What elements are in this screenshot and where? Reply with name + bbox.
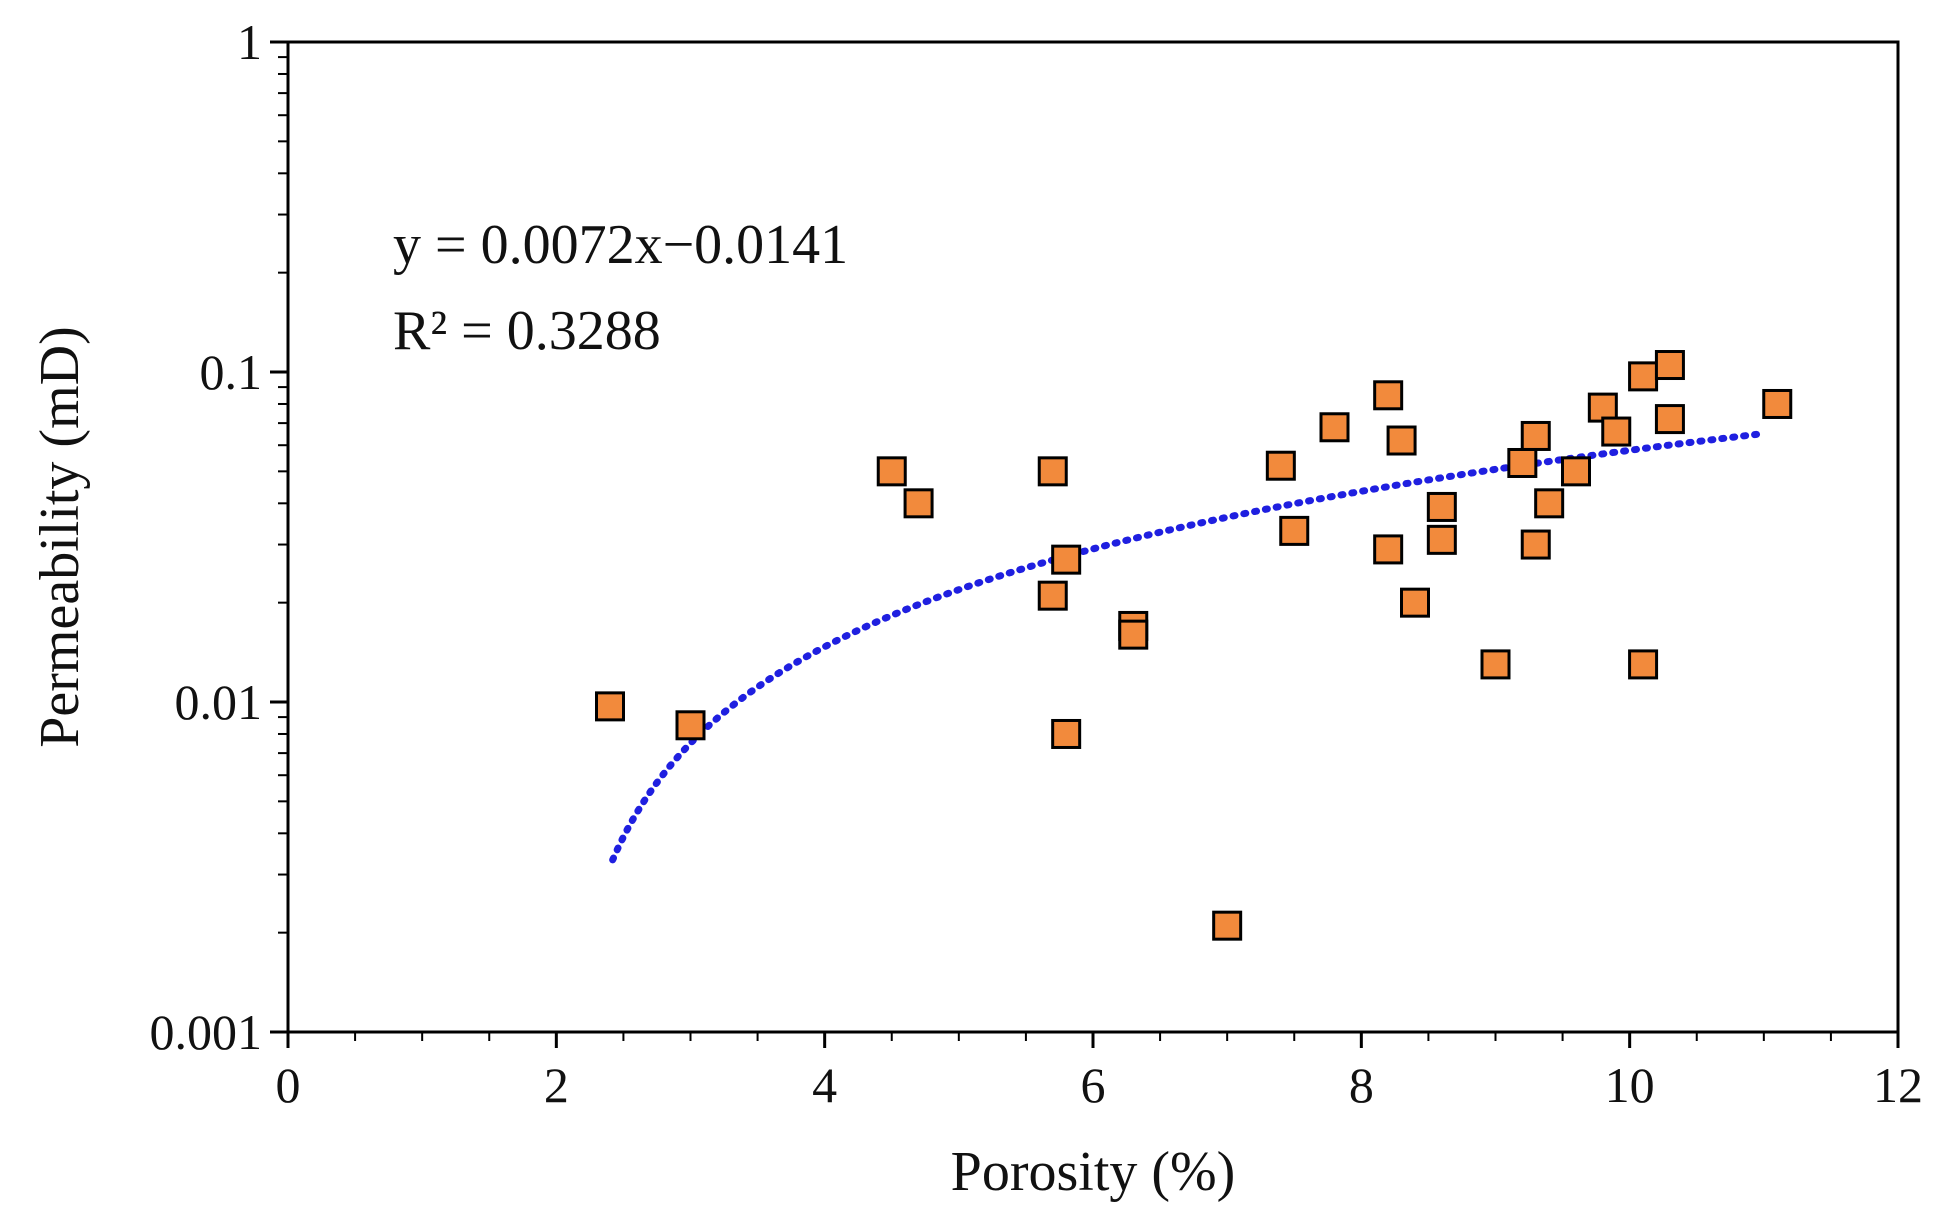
y-tick-label: 1 (237, 14, 262, 70)
data-point (1037, 580, 1068, 611)
trendline-equation: y = 0.0072x−0.0141 (393, 214, 848, 276)
data-point (1534, 488, 1565, 519)
y-tick-label: 0.01 (175, 674, 263, 730)
x-tick-label: 8 (1349, 1057, 1374, 1113)
r-squared-label: R² = 0.3288 (393, 300, 661, 362)
data-point (1212, 910, 1243, 941)
y-tick-labels: 0.001 0.01 0.1 1 (150, 14, 263, 1060)
data-point (1386, 425, 1417, 456)
data-point (675, 710, 706, 741)
x-axis-label: Porosity (%) (951, 1141, 1236, 1203)
data-point (1654, 404, 1685, 435)
data-point (1373, 380, 1404, 411)
x-tick-label: 10 (1605, 1057, 1655, 1113)
data-point (1118, 619, 1149, 650)
data-point (1037, 456, 1068, 487)
data-point (1762, 388, 1793, 419)
data-point (1319, 412, 1350, 443)
x-tick-labels: 0 2 4 6 8 10 12 (276, 1057, 1924, 1113)
data-point (1520, 420, 1551, 451)
x-tick-label: 0 (276, 1057, 301, 1113)
data-point (1601, 416, 1632, 447)
x-tick-label: 4 (812, 1057, 837, 1113)
data-point (595, 691, 625, 722)
data-point (1480, 649, 1511, 680)
data-point (876, 456, 907, 487)
data-point (1400, 587, 1430, 618)
data-point (903, 488, 934, 519)
data-point (1373, 534, 1404, 565)
data-point (1051, 718, 1082, 749)
data-point (1051, 544, 1082, 575)
x-tick-label: 6 (1081, 1057, 1106, 1113)
data-point (1520, 529, 1551, 560)
data-point (1426, 491, 1457, 522)
y-tick-label: 0.001 (150, 1004, 263, 1060)
data-point (1628, 649, 1659, 680)
data-point (1654, 350, 1685, 381)
data-point (1426, 524, 1457, 555)
data-point (1561, 456, 1591, 487)
y-tick-label: 0.1 (200, 344, 263, 400)
x-tick-label: 2 (544, 1057, 569, 1113)
major-ticks (270, 40, 1900, 1048)
data-point (1507, 447, 1538, 478)
data-point (1628, 361, 1659, 392)
data-point (1279, 515, 1310, 546)
data-points (595, 350, 1793, 941)
plot-frame (286, 40, 1900, 1034)
x-tick-label: 12 (1873, 1057, 1923, 1113)
data-point (1265, 450, 1296, 481)
y-axis-label: Permeability (mD) (29, 326, 91, 747)
